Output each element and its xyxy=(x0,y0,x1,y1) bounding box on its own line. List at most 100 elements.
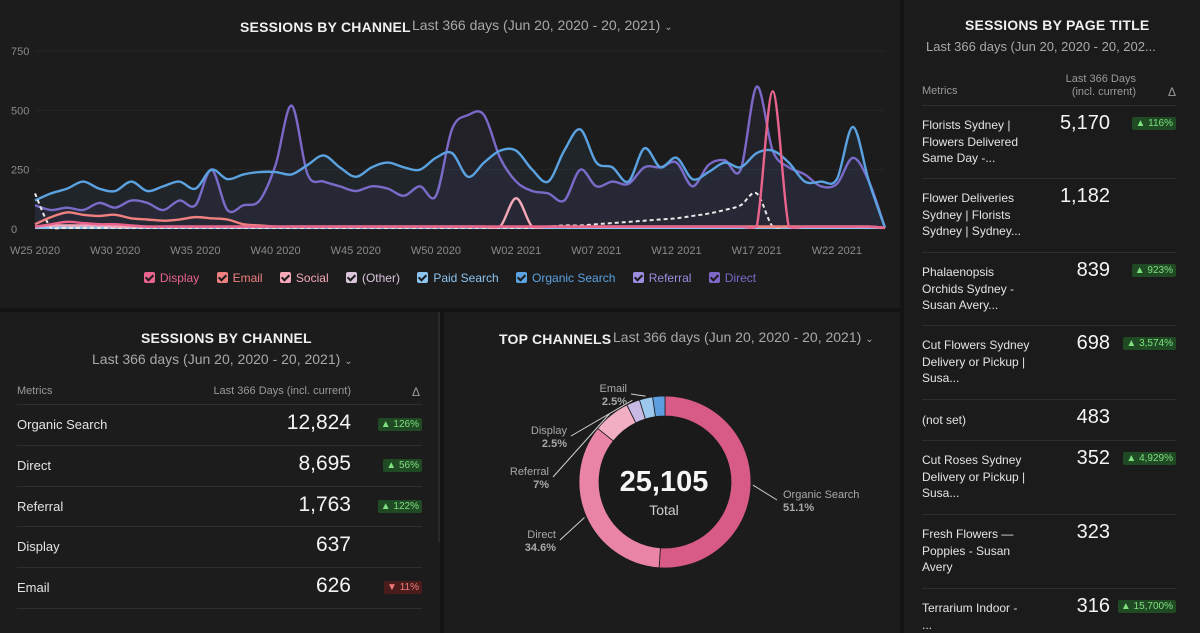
checkbox-icon xyxy=(345,272,357,283)
legend-item-display[interactable]: Display xyxy=(143,271,200,285)
legend-item-direct[interactable]: Direct xyxy=(708,271,757,285)
row-label: Cut Roses Sydney Delivery or Pickup | Su… xyxy=(922,453,1026,500)
checkbox-icon xyxy=(516,272,528,283)
table-panel-title: SESSIONS BY CHANNEL xyxy=(141,330,312,346)
series-line xyxy=(34,85,887,229)
x-tick-label: W12 2021 xyxy=(651,245,701,257)
table-row[interactable]: Phalaenopsis Orchids Sydney - Susan Aver… xyxy=(922,252,1176,325)
sessions-table-panel: SESSIONS BY CHANNEL Last 366 days (Jun 2… xyxy=(0,312,440,633)
x-tick-label: W25 2020 xyxy=(10,245,60,257)
checkbox-icon xyxy=(632,272,644,283)
top-channels-panel: TOP CHANNELS Last 366 days (Jun 20, 2020… xyxy=(444,312,900,633)
donut-hole xyxy=(599,416,731,548)
col-metrics: Metrics xyxy=(17,385,53,397)
donut-total: 25,105 xyxy=(619,466,709,498)
delta-badge: ▲ 116% xyxy=(1132,117,1176,130)
pages-col-value: Last 366 Days (incl. current) xyxy=(1026,73,1136,99)
row-label: Phalaenopsis Orchids Sydney - Susan Aver… xyxy=(922,265,1015,312)
legend-label: Display xyxy=(159,271,200,285)
y-tick-label: 0 xyxy=(11,224,17,236)
table-row[interactable]: Cut Flowers Sydney Delivery or Pickup | … xyxy=(922,325,1176,398)
table-row[interactable]: Terrarium Indoor - ... 316 ▲ 15,700% xyxy=(922,588,1176,633)
table-date-selector[interactable]: Last 366 days (Jun 20, 2020 - 20, 2021) ⌄ xyxy=(92,351,353,367)
x-tick-label: W45 2020 xyxy=(331,245,381,257)
delta-badge: ▲ 15,700% xyxy=(1117,600,1176,613)
x-tick-label: W22 2021 xyxy=(812,245,862,257)
donut-date-selector[interactable]: Last 366 days (Jun 20, 2020 - 20, 2021) ⌄ xyxy=(613,329,874,345)
legend-label: Referral xyxy=(648,271,692,285)
row-value: 352 xyxy=(1076,447,1110,469)
pages-col-delta: Δ xyxy=(1168,85,1177,99)
legend-item-paid-search[interactable]: Paid Search xyxy=(417,271,499,285)
pages-col-value-line2: (incl. current) xyxy=(1071,86,1136,98)
checkbox-icon xyxy=(279,272,291,283)
legend-item-organic-search[interactable]: Organic Search xyxy=(516,271,615,285)
pages-col-metrics: Metrics xyxy=(922,85,958,97)
row-label: Terrarium Indoor - ... xyxy=(922,601,1018,632)
row-label: Display xyxy=(17,539,60,554)
row-value: 8,695 xyxy=(298,452,351,475)
table-header: Metrics Last 366 Days (incl. current) Δ xyxy=(17,385,422,401)
row-value: 483 xyxy=(1076,406,1110,428)
row-value: 698 xyxy=(1076,332,1110,354)
delta-badge: ▼ 11% xyxy=(384,581,422,594)
chevron-down-icon: ⌄ xyxy=(664,22,673,33)
legend-label: Organic Search xyxy=(532,271,616,285)
table-row[interactable]: Display 637 xyxy=(17,526,422,567)
checkbox-icon xyxy=(417,272,429,283)
table-row[interactable]: Email 626 ▼ 11% xyxy=(17,567,422,609)
table-row[interactable]: Fresh Flowers — Poppies - Susan Avery 32… xyxy=(922,514,1176,588)
col-delta: Δ xyxy=(411,385,420,399)
legend-label: Email xyxy=(232,271,263,285)
legend-item-email[interactable]: Email xyxy=(216,271,263,285)
sessions-line-panel: SESSIONS BY CHANNEL Last 366 days (Jun 2… xyxy=(0,0,900,308)
row-label: Cut Flowers Sydney Delivery or Pickup | … xyxy=(922,338,1030,385)
row-label: Florists Sydney | Flowers Delivered Same… xyxy=(922,118,1019,165)
series-area xyxy=(35,126,885,229)
table-row[interactable]: Florists Sydney | Flowers Delivered Same… xyxy=(922,105,1176,178)
x-tick-label: W02 2021 xyxy=(491,245,541,257)
x-tick-label: W07 2021 xyxy=(571,245,621,257)
legend-item-social[interactable]: Social xyxy=(279,271,329,285)
table-row[interactable]: Direct 8,695 ▲ 56% xyxy=(17,445,422,486)
table-row[interactable]: Cut Roses Sydney Delivery or Pickup | Su… xyxy=(922,440,1176,515)
legend-label: Direct xyxy=(724,271,757,285)
x-tick-label: W50 2020 xyxy=(411,245,461,257)
row-label: Referral xyxy=(17,499,64,514)
table-row[interactable]: Flower Deliveries Sydney | Florists Sydn… xyxy=(922,178,1176,251)
x-tick-label: W35 2020 xyxy=(170,245,220,257)
table-scrollbar[interactable] xyxy=(438,312,440,542)
table-row[interactable]: Organic Search 12,824 ▲ 126% xyxy=(17,404,422,445)
table-date-range: Last 366 days (Jun 20, 2020 - 20, 2021) xyxy=(92,351,341,367)
donut-panel-title: TOP CHANNELS xyxy=(499,331,612,347)
row-label: Flower Deliveries Sydney | Florists Sydn… xyxy=(922,191,1021,238)
donut-leader-line xyxy=(552,413,611,478)
delta-badge: ▲ 4,929% xyxy=(1123,452,1176,465)
row-value: 316 xyxy=(1076,595,1110,617)
donut-slice-label: Organic Search xyxy=(783,489,859,501)
donut-date-range: Last 366 days (Jun 20, 2020 - 20, 2021) xyxy=(613,329,862,345)
line-date-selector[interactable]: Last 366 days (Jun 20, 2020 - 20, 2021) ⌄ xyxy=(412,17,673,33)
donut-leader-line xyxy=(559,517,585,541)
donut-slice-pct: 2.5% xyxy=(602,396,627,408)
legend-item-referral[interactable]: Referral xyxy=(632,271,692,285)
row-label: Fresh Flowers — Poppies - Susan Avery xyxy=(922,527,1014,574)
table-row[interactable]: Referral 1,763 ▲ 122% xyxy=(17,486,422,527)
legend-item-other[interactable]: (Other) xyxy=(345,271,400,285)
pages-date-range[interactable]: Last 366 days (Jun 20, 2020 - 20, 202... xyxy=(926,39,1156,54)
y-tick-label: 250 xyxy=(11,165,29,177)
series-line xyxy=(34,191,886,230)
legend-label: (Other) xyxy=(361,271,400,285)
row-label: Direct xyxy=(17,458,51,473)
delta-badge: ▲ 122% xyxy=(377,500,422,513)
table-row[interactable]: (not set) 483 xyxy=(922,399,1176,440)
donut-slice-pct: 34.6% xyxy=(525,542,556,554)
line-legend: Display Email Social (Other) Paid Search… xyxy=(0,271,900,285)
donut-leader-line xyxy=(630,393,646,397)
row-value: 323 xyxy=(1076,521,1110,543)
row-value: 12,824 xyxy=(286,411,351,434)
delta-badge: ▲ 126% xyxy=(377,418,422,431)
donut-total-label: Total xyxy=(649,502,679,518)
delta-badge: ▲ 3,574% xyxy=(1123,337,1176,350)
checkbox-icon xyxy=(143,272,155,283)
